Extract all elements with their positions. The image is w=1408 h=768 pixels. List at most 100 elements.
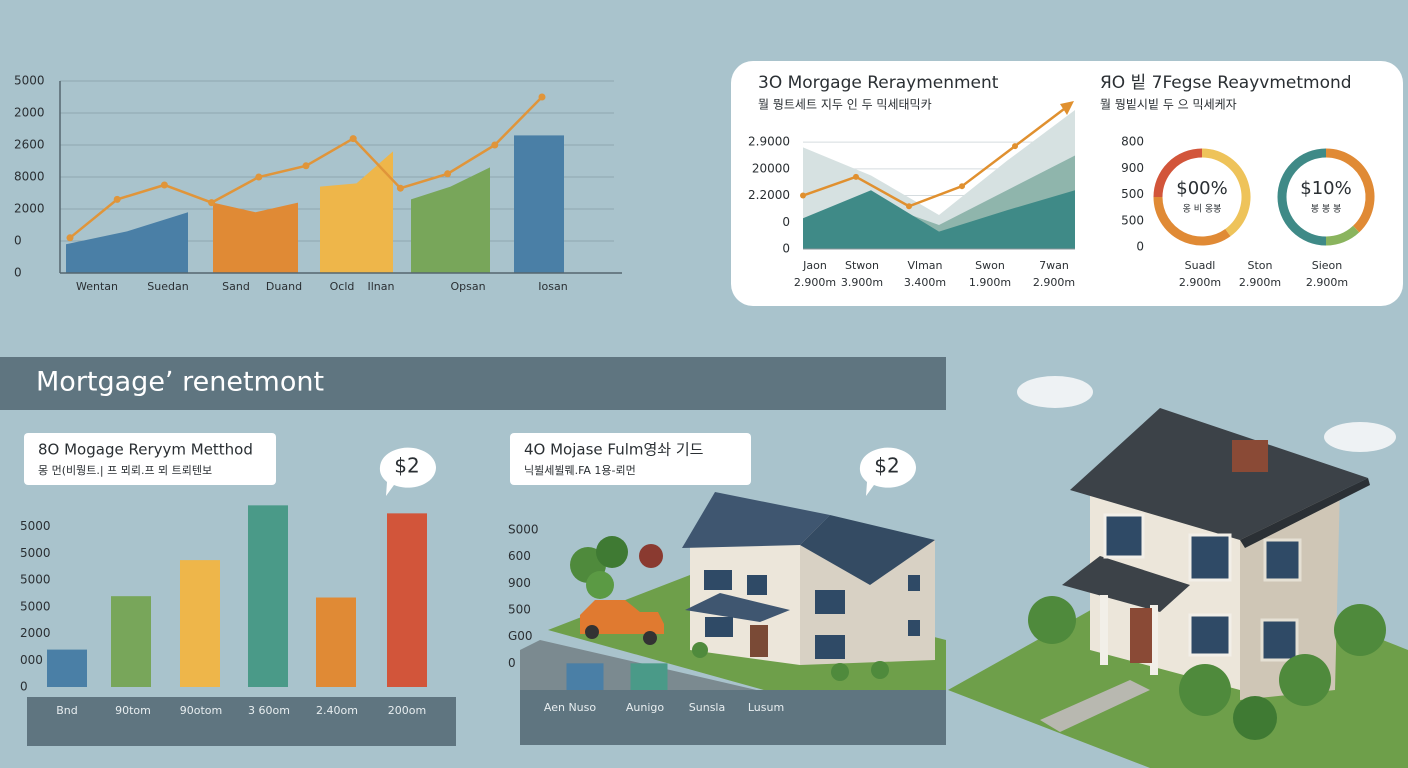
point (800, 192, 806, 199)
callout-title: 8O Mogage Reryym Metthod (38, 441, 253, 459)
y-tick-label: 2.2000 (748, 188, 790, 202)
x-tick-label: Swon (975, 259, 1005, 272)
x-tick-label: 3 60om (248, 704, 290, 717)
point (255, 173, 263, 181)
point (1012, 143, 1018, 150)
y-tick-label: 0 (782, 215, 790, 229)
y-tick-label: 0 (782, 242, 790, 256)
x-tick-label: 90otom (180, 704, 223, 717)
x-tick-label: Vlman (907, 259, 942, 272)
bubble-text: $2 (874, 454, 899, 478)
y-tick-label: 2000 (14, 202, 45, 216)
y-tick-label: 5000 (20, 599, 51, 613)
label-strip (27, 697, 456, 746)
y-tick-label: 0 (14, 266, 22, 280)
y-tick-label: 500 (1121, 213, 1144, 227)
y-tick-label: 000 (20, 653, 43, 667)
point (906, 203, 912, 210)
x-sublabel: 1.900m (969, 276, 1011, 289)
y-tick-label: 8000 (14, 170, 45, 184)
y-tick-label: 2.9000 (748, 135, 790, 149)
point (444, 170, 452, 178)
y-tick-label: 900 (508, 576, 531, 590)
area (803, 190, 1075, 249)
label-strip (520, 690, 946, 745)
y-tick-label: 0 (508, 656, 516, 670)
donut-segment (1201, 148, 1251, 237)
y-tick-label: 2000 (14, 106, 45, 120)
callout (510, 433, 751, 485)
x-tick-label: Aen Nuso (544, 701, 596, 714)
bar (316, 597, 356, 687)
panel-subtitle: 뭘 뭥트세트 지두 인 두 믹세태믹카 (758, 98, 932, 112)
point (853, 173, 859, 180)
banner-title: Mortgageʼ renetmont (36, 367, 324, 398)
callout-subtitle: 닉뷜세뷜뭬.FA 1용-뢰먼 (524, 464, 636, 477)
x-sublabel: 3.400m (904, 276, 946, 289)
speech-bubble (379, 447, 436, 496)
point (538, 93, 546, 101)
bubble-text: $2 (394, 454, 419, 478)
panel-title: ЯO 빝 7Fegse Reayvmetmond (1100, 73, 1352, 93)
x-tick-label: Sand (222, 280, 250, 293)
y-tick-label: 500 (1121, 187, 1144, 201)
y-tick-label: 5000 (14, 74, 45, 88)
donut-segment (1153, 148, 1203, 198)
y-tick-label: 2000 (20, 626, 51, 640)
x-tick-label: Ilnan (368, 280, 395, 293)
panel-subtitle: 뭘 뭥빝시빝 두 으 믹세케자 (1100, 98, 1237, 112)
y-tick-label: 5000 (20, 519, 51, 533)
x-tick-label: Suedan (147, 280, 188, 293)
y-tick-label: 5000 (20, 546, 51, 560)
donut-segment (1153, 196, 1231, 246)
donut-segment (1325, 148, 1375, 233)
x-tick-label: Wentan (76, 280, 118, 293)
callout (24, 433, 276, 485)
donut-segment (1277, 148, 1327, 246)
x-tick-label: Sunsla (689, 701, 725, 714)
callout-title: 4O Mojase Fulm영솨 기드 (524, 441, 704, 459)
line (802, 105, 1069, 208)
x-tick-label: 200om (388, 704, 426, 717)
speech-bubble (859, 447, 916, 496)
x-tick-label: Aunigo (626, 701, 665, 714)
car (580, 600, 664, 645)
x-sublabel: 2.900m (1033, 276, 1075, 289)
trees (570, 536, 663, 599)
x-tick-label: Opsan (450, 280, 485, 293)
callout-subtitle: 몽 먼(비뭥트.| 프 뫼뢰.프 뫼 트뢰텐보 (38, 464, 212, 477)
area (213, 202, 298, 273)
donut-sublabel: 옹 비 옹봉 (1183, 204, 1222, 215)
x-tick-label: Jaon (802, 259, 827, 272)
point (491, 141, 499, 149)
x-tick-label: 7wan (1039, 259, 1069, 272)
bar (111, 596, 151, 687)
point (66, 234, 74, 242)
house-large (948, 376, 1408, 768)
point (302, 162, 310, 170)
x-tick-label: Lusum (748, 701, 784, 714)
x-tick-label: Stwon (845, 259, 879, 272)
point (160, 181, 168, 189)
bar (630, 663, 668, 690)
y-tick-label: 900 (1121, 161, 1144, 175)
donut-label: $10% (1300, 178, 1351, 199)
donut-sublabel: 봉 봉 봉 (1311, 204, 1342, 215)
x-tick-label: Duand (266, 280, 302, 293)
x-sublabel: 2.900m (794, 276, 836, 289)
area (66, 212, 188, 273)
bar (47, 649, 87, 687)
bar (514, 135, 564, 273)
bar (248, 505, 288, 687)
x-tick-label: Bnd (56, 704, 78, 717)
y-tick-label: 0 (14, 234, 22, 248)
y-tick-label: 0 (20, 680, 28, 694)
x-tick-label: Suadl (1185, 259, 1216, 272)
x-sublabel: 2.900m (1306, 276, 1348, 289)
bar (180, 560, 220, 687)
x-tick-label: Sieon (1312, 259, 1343, 272)
y-tick-label: 0 (1136, 240, 1144, 254)
area (411, 167, 490, 273)
donut-segment (1325, 225, 1360, 246)
